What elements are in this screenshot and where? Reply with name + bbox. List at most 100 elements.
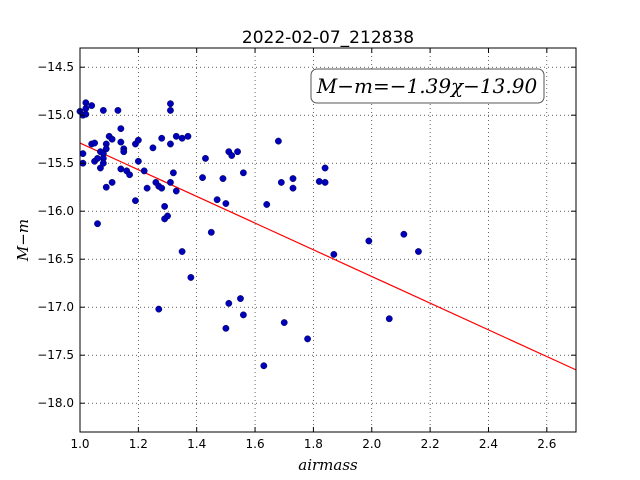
data-point [134, 136, 142, 144]
data-point [149, 144, 157, 152]
data-point [274, 137, 282, 145]
data-point [234, 148, 241, 156]
data-point [263, 201, 271, 208]
y-tick-label: −18.0 [37, 396, 74, 410]
data-point [239, 311, 247, 319]
data-point [94, 220, 101, 228]
data-point [126, 171, 134, 179]
equation-box [310, 68, 545, 104]
chart-title: 2022-02-07_212838 [242, 28, 414, 48]
x-tick-label: 1.0 [70, 437, 89, 451]
data-point [385, 315, 393, 323]
data-point [82, 110, 90, 118]
data-point [91, 139, 98, 147]
y-tick-label: −15.5 [37, 156, 74, 170]
data-point [158, 134, 166, 142]
data-point [178, 134, 186, 142]
data-point [79, 150, 87, 158]
data-point [172, 187, 180, 195]
data-point [108, 135, 116, 143]
x-tick-labels: 1.0 1.2 1.4 1.6 1.8 2.0 2.2 2.4 2.6 [70, 437, 556, 451]
data-point [108, 178, 116, 186]
data-point [167, 140, 174, 148]
data-point [222, 200, 230, 207]
data-point [228, 152, 236, 159]
data-point [321, 164, 329, 172]
y-tick-label: −15.0 [37, 108, 74, 122]
x-tick-label: 2.6 [537, 437, 556, 451]
x-tick-label: 1.6 [246, 437, 265, 451]
data-point [239, 169, 247, 177]
data-point [117, 165, 125, 173]
data-point [134, 157, 142, 165]
axis-ticks [79, 48, 576, 432]
data-point [222, 324, 230, 332]
data-point [132, 197, 139, 205]
data-point [237, 295, 244, 302]
data-point [225, 299, 233, 307]
data-point [207, 228, 215, 236]
x-tick-label: 1.4 [187, 437, 206, 451]
fit-line [79, 142, 577, 371]
data-point [155, 305, 163, 313]
data-point [321, 178, 329, 186]
data-point [289, 175, 297, 182]
y-tick-label: −16.0 [37, 204, 74, 218]
x-tick-label: 2.0 [362, 437, 381, 451]
data-point [202, 154, 209, 162]
data-point [102, 183, 110, 191]
equation-annotation: M−m=−1.39χ−13.90 [316, 74, 538, 98]
grid-lines [79, 48, 576, 432]
x-tick-label: 1.8 [304, 437, 323, 451]
data-point [143, 184, 151, 192]
data-point [172, 132, 180, 140]
data-point [88, 102, 96, 110]
y-tick-label: −17.0 [37, 300, 74, 314]
x-axis-label: airmass [298, 456, 358, 474]
data-point [184, 132, 192, 140]
y-axis-label: M−m [14, 219, 32, 262]
y-tick-label: −16.5 [37, 252, 74, 266]
data-point [199, 174, 206, 182]
data-point [82, 105, 90, 112]
data-point [140, 167, 148, 175]
x-tick-label: 1.2 [129, 437, 148, 451]
data-point [400, 230, 408, 238]
data-point [178, 248, 186, 255]
data-point [365, 237, 373, 245]
fit-line-group [79, 142, 577, 371]
data-point [117, 138, 125, 146]
x-tick-label: 2.2 [421, 437, 440, 451]
data-point [120, 148, 128, 156]
y-tick-label: −14.5 [37, 60, 74, 74]
data-points [76, 99, 422, 370]
data-point [289, 184, 297, 192]
data-point [330, 250, 338, 258]
data-point [99, 107, 107, 114]
data-point [117, 125, 125, 133]
data-point [304, 335, 311, 343]
data-point [158, 184, 166, 192]
plot-frame [79, 47, 577, 433]
data-point [167, 107, 174, 114]
data-point [82, 99, 90, 107]
data-point [415, 248, 422, 255]
y-tick-labels: −14.5 −15.0 −15.5 −16.0 −16.5 −17.0 −17.5 −18.0 [37, 60, 74, 410]
data-point [161, 202, 169, 210]
data-point [187, 274, 195, 281]
y-tick-label: −17.5 [37, 348, 74, 362]
data-point [167, 100, 174, 108]
data-point [280, 319, 288, 326]
data-point [99, 159, 107, 167]
x-tick-label: 2.4 [479, 437, 498, 451]
data-point [114, 107, 122, 114]
data-point [277, 178, 285, 186]
data-point [167, 178, 174, 186]
data-point [164, 212, 171, 220]
data-point [169, 169, 177, 177]
data-point [219, 175, 227, 182]
data-point [102, 145, 110, 153]
data-point [315, 178, 323, 185]
data-point [94, 154, 101, 162]
